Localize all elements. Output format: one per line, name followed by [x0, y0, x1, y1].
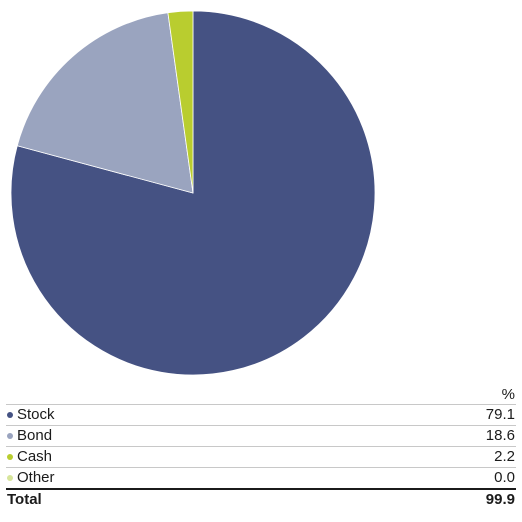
legend-row-cash: Cash 2.2: [6, 446, 516, 467]
legend-row-other-left: Other: [6, 469, 55, 487]
legend-row-stock: Stock 79.1: [6, 404, 516, 425]
pie-slice-bond: [16, 12, 194, 194]
other-value: 0.0: [494, 469, 515, 486]
bond-label: Bond: [17, 427, 53, 444]
legend-total-row: Total 99.9: [6, 488, 516, 510]
asset-allocation-pie-chart: [10, 10, 376, 376]
stock-label: Stock: [17, 406, 55, 423]
cash-label: Cash: [17, 448, 53, 465]
cash-value: 2.2: [494, 448, 515, 465]
pie-slice-cash: [167, 10, 194, 194]
legend-row-cash-left: Cash: [6, 448, 52, 466]
legend-row-stock-left: Stock: [6, 406, 55, 424]
stock-legend-dot: [7, 412, 13, 418]
other-legend-dot: [7, 475, 13, 481]
stock-value: 79.1: [485, 406, 515, 423]
bond-value: 18.6: [485, 427, 515, 444]
pie-chart-container: [10, 10, 376, 376]
legend-row-bond-left: Bond: [6, 427, 52, 445]
allocation-legend-table: % Stock 79.1 Bond 18.6 Cash 2.2: [6, 386, 516, 510]
total-label: Total: [7, 491, 42, 508]
cash-legend-dot: [7, 454, 13, 460]
other-label: Other: [17, 469, 55, 486]
legend-row-other: Other 0.0: [6, 467, 516, 488]
bond-legend-dot: [7, 433, 13, 439]
legend-row-bond: Bond 18.6: [6, 425, 516, 446]
total-value: 99.9: [485, 491, 515, 508]
percent-header: %: [501, 386, 515, 403]
